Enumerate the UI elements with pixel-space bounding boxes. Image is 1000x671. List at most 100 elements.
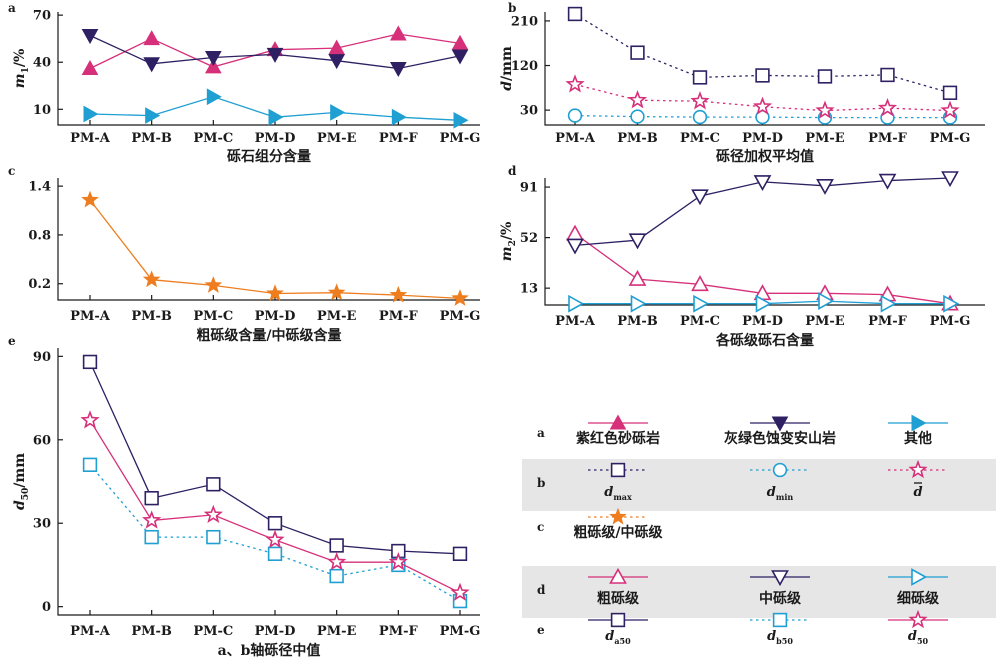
data-point-d_max [630,45,645,60]
legend-marker [610,462,626,478]
data-point-other [330,104,346,121]
y-axis-title-subscript: 1 [21,67,31,73]
x-tick-label: PM-D [255,309,296,324]
data-point-gray_green_altered_andesite [451,49,469,65]
x-tick-label: PM-G [440,309,481,324]
x-tick-label: PM-G [440,131,481,146]
data-point-d_50 [388,552,408,571]
data-point-medium_gravel [753,175,772,192]
data-point-purple_red_sandy_conglomerate [204,58,222,74]
data-point-d_a50 [329,538,344,553]
data-point-purple_red_sandy_conglomerate [328,39,346,55]
series-line-coarse_over_medium [89,199,461,300]
data-point-coarse_over_medium [451,289,469,306]
legend-entry: dmax [588,462,648,502]
data-point-gray_green_altered_andesite [389,62,407,78]
y-tick-label: 0 [42,600,51,615]
legend-label: 粗砾级/中砾级 [573,524,663,541]
series-coarse_gravel [566,224,959,311]
y-tick-label: 30 [520,104,538,119]
x-tick-label: PM-C [193,309,233,324]
x-tick-label: PM-A [555,131,596,146]
x-axis-title: 各砾级砾石含量 [715,332,814,349]
data-point-fine_gravel [818,292,835,310]
legend-entry: 其他 [888,414,948,447]
panel-label-a: a [8,1,16,15]
data-point-d_max [880,67,895,83]
y-axis-title-subscript: 50 [21,488,31,501]
series-d_50 [80,410,470,601]
x-tick-label: PM-D [742,131,783,146]
legend: a 紫红色砂砾岩 灰绿色蚀变安山岩 其他bdmax dmin dc 粗砾级/中砾级d粗砾级中… [522,414,996,646]
legend-entry: da50 [588,612,648,646]
legend-label-symbol: d [767,485,776,500]
y-axis-title-symbol: d [499,81,515,91]
y-tick-label: 13 [520,282,538,297]
x-tick-label: PM-A [70,309,111,324]
x-tick-label: PM-E [805,131,845,146]
data-point-d_b50 [144,529,159,545]
axis-lines-b [544,12,985,126]
data-point-fine_gravel [630,294,647,313]
y-tick-label: 40 [33,56,51,71]
data-point-d_b50 [329,568,344,584]
data-point-other [83,105,99,123]
data-point-fine_gravel [568,294,585,313]
data-point-d_max [755,68,770,83]
y-axis-title-unit: /% [499,222,515,240]
y-tick-label: 30 [33,517,51,532]
legend-label-subscript: b50 [776,636,793,646]
y-tick-label: 90 [33,350,51,365]
legend-entry: 细砾级 [888,568,948,607]
data-point-coarse_over_medium [266,284,284,301]
data-point-medium_gravel [816,178,834,195]
data-point-d_max [942,85,958,100]
legend-label-subscript: 50 [917,636,929,646]
series-coarse_over_medium [81,190,469,306]
legend-label-subscript: a50 [614,636,631,646]
data-point-coarse_over_medium [81,190,99,208]
data-point-coarse_over_medium [389,285,408,303]
data-point-gray_green_altered_andesite [266,47,284,63]
x-tick-label: PM-F [868,131,908,146]
legend-label: 粗砾级 [597,590,640,607]
panel-label-d: d [508,164,517,178]
legend-label-subscript: min [776,492,794,502]
legend-marker [610,612,626,628]
legend-entry: 紫红色砂砾岩 [576,414,660,447]
y-axis-title-unit: /mm [12,453,28,488]
y-tick-label: 1.4 [28,180,51,195]
panel-label-e: e [8,334,16,348]
data-point-d_50 [265,529,285,549]
legend-row-a: a 紫红色砂砾岩 灰绿色蚀变安山岩 其他 [537,414,948,447]
data-point-coarse_gravel [691,275,709,292]
data-point-d_max [567,6,583,22]
data-point-gray_green_altered_andesite [328,54,346,70]
data-point-d_max [817,69,833,84]
data-point-purple_red_sandy_conglomerate [143,30,161,46]
data-point-medium_gravel [566,238,584,255]
x-tick-label: PM-C [680,131,720,146]
panel-label-b: b [508,1,516,15]
legend-label: dmax [604,485,632,502]
legend-marker [609,414,627,430]
axis-lines-e [57,348,480,616]
data-point-gray_green_altered_andesite [204,51,222,67]
legend-label-symbol: d [908,629,917,644]
x-tick-label: PM-E [317,624,357,639]
legend-label: 中砾级 [759,590,802,607]
x-tick-label: PM-F [379,131,419,146]
legend-entry: d [888,459,948,500]
data-point-medium_gravel [628,233,647,250]
data-point-d_a50 [267,516,283,531]
x-tick-label: PM-E [805,314,845,329]
x-tick-label: PM-B [131,131,172,146]
legend-label: 紫红色砂砾岩 [576,430,660,447]
legend-label: 细砾级 [897,590,940,607]
y-tick-label: 52 [520,231,538,246]
data-point-fine_gravel [880,294,897,313]
x-tick-label: PM-E [317,309,357,324]
x-tick-label: PM-G [440,624,481,639]
x-tick-label: PM-C [680,314,720,329]
